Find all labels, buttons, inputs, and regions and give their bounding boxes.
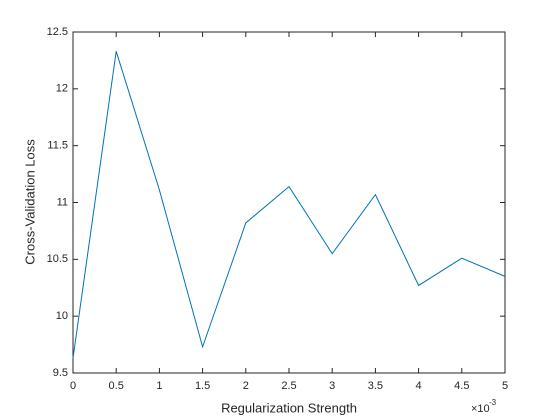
y-tick-label: 11 [57, 196, 68, 208]
x-tick-label: 0.5 [109, 380, 124, 392]
x-tick-label: 5 [502, 380, 508, 392]
x-tick-label: 1 [156, 380, 162, 392]
x-tick-label: 0 [70, 380, 76, 392]
y-axis-label: Cross-Validation Loss [22, 139, 37, 265]
x-tick-label: 3 [329, 380, 335, 392]
x-tick-label: 1.5 [195, 380, 210, 392]
x-tick-label: 4.5 [454, 380, 469, 392]
x-tick-label: 2 [243, 380, 249, 392]
x-tick-label: 2.5 [281, 380, 296, 392]
y-tick-label: 9.5 [53, 367, 68, 379]
x-tick-label: 4 [416, 380, 422, 392]
x-tick-label: 3.5 [368, 380, 383, 392]
plot-box [72, 31, 506, 374]
x-axis-label: Regularization Strength [221, 400, 357, 415]
data-line [72, 51, 506, 359]
y-tick-label: 10 [56, 310, 68, 322]
y-tick-label: 12.5 [47, 26, 68, 38]
x-multiplier-exponent: -3 [489, 398, 497, 407]
y-tick-label: 10.5 [47, 253, 68, 265]
x-multiplier-base: ×10 [471, 403, 490, 415]
y-tick-label: 11.5 [47, 140, 68, 152]
y-tick-label: 12 [56, 83, 68, 95]
